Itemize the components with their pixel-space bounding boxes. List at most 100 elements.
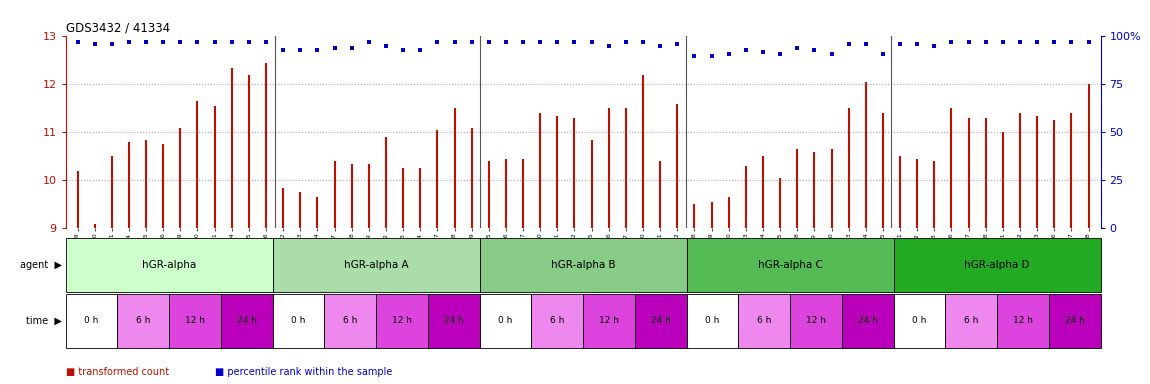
Bar: [1049, 294, 1101, 348]
Bar: [842, 294, 894, 348]
Text: 12 h: 12 h: [599, 316, 619, 325]
Point: [822, 51, 841, 57]
Point: [925, 43, 943, 49]
Point: [531, 39, 550, 45]
Text: ■ percentile rank within the sample: ■ percentile rank within the sample: [215, 367, 392, 377]
Bar: [480, 294, 531, 348]
Point: [274, 47, 292, 53]
Point: [445, 39, 463, 45]
Point: [616, 39, 635, 45]
Point: [634, 39, 652, 45]
Point: [480, 39, 498, 45]
Text: 24 h: 24 h: [1065, 316, 1084, 325]
Point: [120, 39, 138, 45]
Bar: [480, 238, 687, 292]
Bar: [635, 294, 687, 348]
Bar: [273, 238, 480, 292]
Point: [994, 39, 1012, 45]
Bar: [738, 294, 790, 348]
Point: [737, 47, 756, 53]
Bar: [583, 294, 635, 348]
Point: [549, 39, 567, 45]
Point: [857, 41, 875, 47]
Point: [685, 53, 704, 59]
Text: 0 h: 0 h: [84, 316, 99, 325]
Text: hGR-alpha D: hGR-alpha D: [965, 260, 1029, 270]
Bar: [997, 294, 1049, 348]
Point: [908, 41, 927, 47]
Point: [788, 45, 806, 51]
Point: [291, 47, 309, 53]
Bar: [221, 294, 273, 348]
Point: [377, 43, 396, 49]
Text: 0 h: 0 h: [498, 316, 513, 325]
Point: [805, 47, 823, 53]
Point: [189, 39, 207, 45]
Point: [68, 39, 86, 45]
Point: [891, 41, 910, 47]
Point: [1028, 39, 1046, 45]
Point: [85, 41, 104, 47]
Text: 0 h: 0 h: [912, 316, 927, 325]
Point: [308, 47, 327, 53]
Bar: [273, 294, 324, 348]
Bar: [324, 294, 376, 348]
Text: hGR-alpha B: hGR-alpha B: [551, 260, 615, 270]
Point: [1063, 39, 1081, 45]
Point: [462, 39, 481, 45]
Point: [514, 39, 532, 45]
Bar: [169, 294, 221, 348]
Text: 24 h: 24 h: [237, 316, 256, 325]
Text: 24 h: 24 h: [858, 316, 877, 325]
Bar: [117, 294, 169, 348]
Point: [411, 47, 429, 53]
Point: [651, 43, 669, 49]
Point: [703, 53, 721, 59]
Point: [256, 39, 275, 45]
Text: 6 h: 6 h: [343, 316, 358, 325]
Point: [599, 43, 618, 49]
Text: 12 h: 12 h: [392, 316, 412, 325]
Point: [874, 51, 892, 57]
Text: 0 h: 0 h: [291, 316, 306, 325]
Point: [343, 45, 361, 51]
Point: [1011, 39, 1029, 45]
Point: [325, 45, 344, 51]
Text: 12 h: 12 h: [1013, 316, 1033, 325]
Bar: [945, 294, 997, 348]
Text: 6 h: 6 h: [964, 316, 979, 325]
Bar: [687, 238, 894, 292]
Point: [206, 39, 224, 45]
Bar: [894, 294, 945, 348]
Text: GDS3432 / 41334: GDS3432 / 41334: [66, 22, 170, 35]
Text: hGR-alpha A: hGR-alpha A: [344, 260, 408, 270]
Bar: [894, 238, 1101, 292]
Text: 12 h: 12 h: [185, 316, 205, 325]
Text: ■ transformed count: ■ transformed count: [66, 367, 169, 377]
Text: 6 h: 6 h: [757, 316, 772, 325]
Point: [239, 39, 258, 45]
Point: [582, 39, 600, 45]
Point: [753, 49, 772, 55]
Bar: [66, 238, 273, 292]
Text: 12 h: 12 h: [806, 316, 826, 325]
Bar: [790, 294, 842, 348]
Point: [394, 47, 413, 53]
Bar: [531, 294, 583, 348]
Text: 24 h: 24 h: [651, 316, 670, 325]
Point: [976, 39, 995, 45]
Text: hGR-alpha C: hGR-alpha C: [758, 260, 822, 270]
Point: [1045, 39, 1064, 45]
Point: [668, 41, 687, 47]
Bar: [376, 294, 428, 348]
Text: agent  ▶: agent ▶: [20, 260, 62, 270]
Point: [497, 39, 515, 45]
Point: [770, 51, 789, 57]
Point: [1080, 39, 1098, 45]
Point: [223, 39, 241, 45]
Point: [720, 51, 738, 57]
Point: [566, 39, 584, 45]
Point: [428, 39, 446, 45]
Text: 0 h: 0 h: [705, 316, 720, 325]
Point: [360, 39, 378, 45]
